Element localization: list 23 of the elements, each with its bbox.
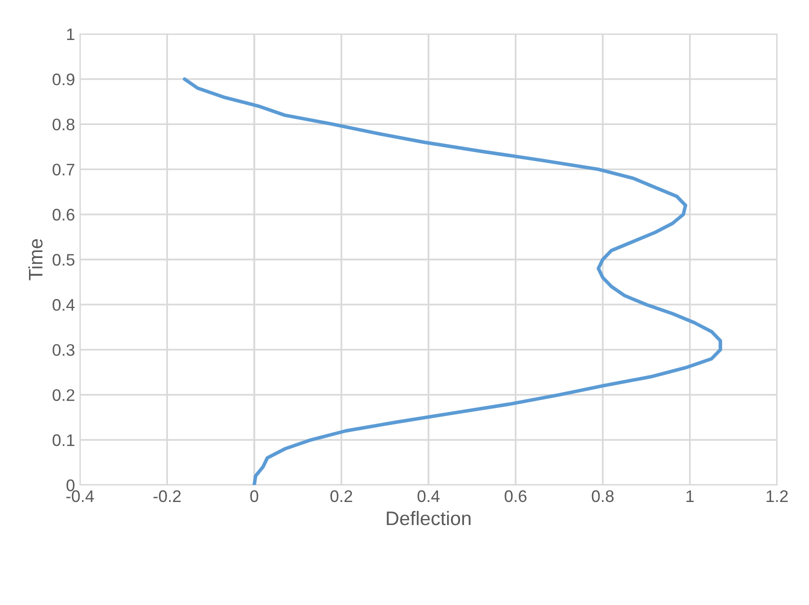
y-tick-label: 0.5	[52, 254, 74, 266]
y-tick-label: 1	[67, 28, 74, 40]
x-tick-label: 0.8	[592, 490, 614, 502]
x-tick-label: 0	[250, 490, 258, 502]
y-tick-label: 0.9	[52, 74, 74, 86]
x-axis-title: Deflection	[386, 510, 470, 526]
y-tick-label: 0.2	[52, 389, 74, 402]
x-tick-label: -0.4	[66, 490, 94, 502]
y-tick-label: 0.6	[52, 208, 74, 221]
y-tick-label: 0.3	[52, 344, 74, 356]
x-tick-label: 1	[686, 490, 694, 502]
x-tick-label: 1.2	[766, 490, 788, 502]
x-tick-label: 0.2	[330, 490, 352, 502]
y-axis-title: Time	[28, 239, 43, 280]
y-tick-label: 0.4	[52, 299, 75, 311]
y-tick-label: 0.1	[52, 434, 74, 446]
line-series	[182, 77, 722, 485]
x-tick-label: -0.2	[154, 490, 181, 502]
x-tick-label: 0.6	[504, 490, 526, 502]
y-tick-label: 0	[66, 479, 74, 492]
y-tick-label: 0.8	[52, 118, 74, 130]
y-tick-label: 0.7	[52, 164, 74, 176]
x-tick-label: 0.4	[418, 490, 440, 502]
